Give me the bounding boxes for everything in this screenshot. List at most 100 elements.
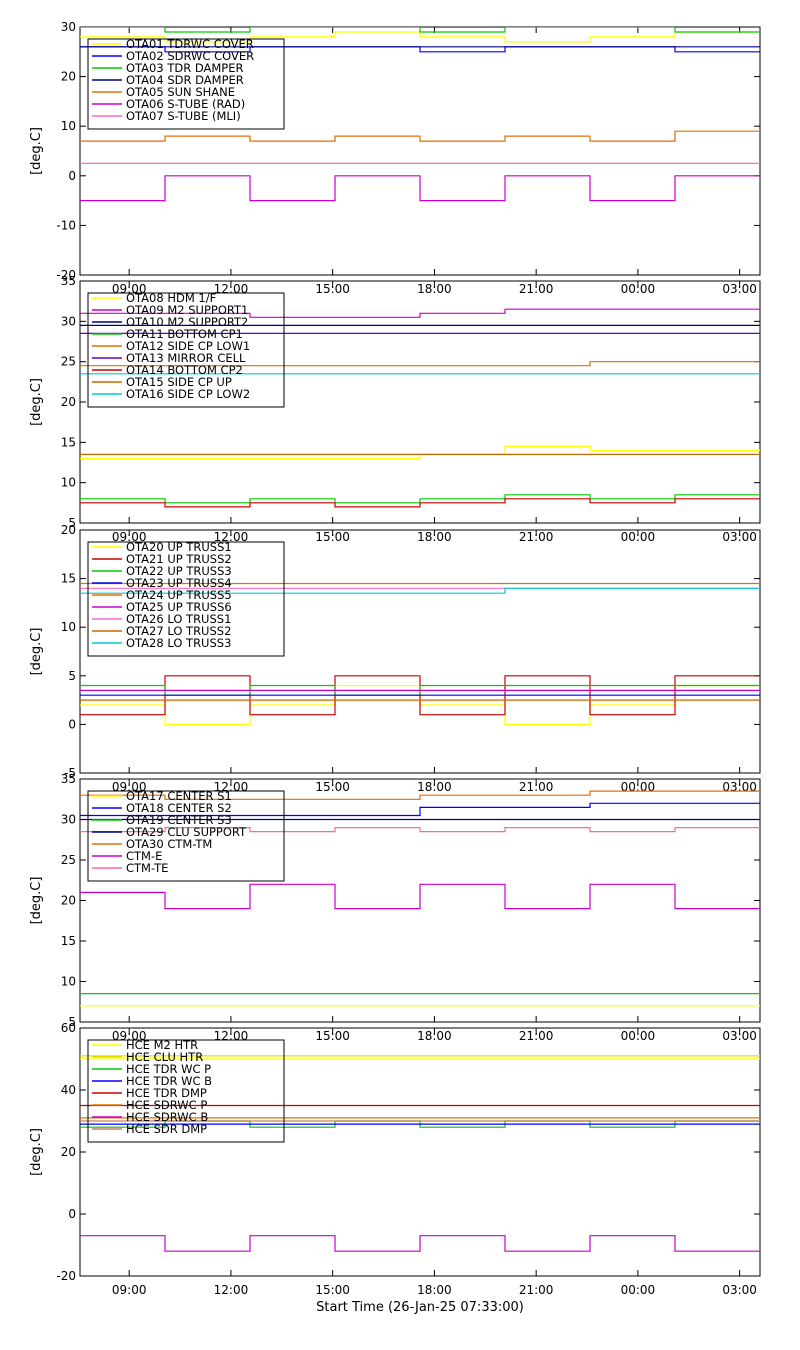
legend-entry: HCE M2 HTR xyxy=(126,1038,198,1052)
legend-entry: HCE SDR DMP xyxy=(126,1122,207,1136)
series-lines xyxy=(80,1055,760,1252)
legend-entry: OTA13 MIRROR CELL xyxy=(126,351,246,365)
legend-entry: HCE SDRWC B xyxy=(126,1110,208,1124)
legend-entry: OTA24 UP TRUSS5 xyxy=(126,588,232,602)
y-tick-label: 5 xyxy=(68,1015,76,1029)
legend-entry: OTA26 LO TRUSS1 xyxy=(126,612,231,626)
legend-entry: OTA16 SIDE CP LOW2 xyxy=(126,387,250,401)
series-line-1 xyxy=(80,445,760,460)
y-tick-label: 10 xyxy=(61,476,76,490)
legend-entry: OTA11 BOTTOM CP1 xyxy=(126,327,243,341)
series-line-6 xyxy=(80,175,760,202)
y-tick-label: 15 xyxy=(61,435,76,449)
series-line-9 xyxy=(80,587,760,594)
y-tick-label: 40 xyxy=(61,1083,76,1097)
x-tick-label: 21:00 xyxy=(519,282,554,296)
series-line-7 xyxy=(80,827,760,833)
legend-entry: OTA02 SDRWC COVER xyxy=(126,49,254,63)
legend-entry: OTA08 HDM 1/F xyxy=(126,291,216,305)
x-tick-label: 15:00 xyxy=(315,282,350,296)
y-tick-label: 30 xyxy=(61,20,76,34)
x-tick-label: 21:00 xyxy=(519,780,554,794)
x-tick-label: 00:00 xyxy=(621,530,656,544)
y-tick-label: 25 xyxy=(61,355,76,369)
y-tick-label: 20 xyxy=(61,894,76,908)
y-tick-label: 60 xyxy=(61,1021,76,1035)
y-tick-label: 10 xyxy=(61,975,76,989)
y-tick-label: 10 xyxy=(61,620,76,634)
series-line-3 xyxy=(80,27,760,33)
x-tick-label: 00:00 xyxy=(621,282,656,296)
y-tick-label: 35 xyxy=(61,772,76,786)
legend-entry: OTA06 S-TUBE (RAD) xyxy=(126,97,245,111)
y-tick-label: 10 xyxy=(61,119,76,133)
y-tick-label: 0 xyxy=(68,1207,76,1221)
x-tick-label: 21:00 xyxy=(519,1029,554,1043)
legend-entry: HCE CLU HTR xyxy=(126,1050,203,1064)
series-line-2 xyxy=(80,802,760,817)
y-tick-label: 5 xyxy=(68,516,76,530)
x-tick-label: 18:00 xyxy=(417,1029,452,1043)
x-tick-label: 21:00 xyxy=(519,530,554,544)
legend-entry: OTA29 CLU SUPPORT xyxy=(126,825,247,839)
x-axis-label: Start Time (26-Jan-25 07:33:00) xyxy=(316,1300,524,1315)
series-line-5 xyxy=(80,130,760,142)
y-tick-label: 15 xyxy=(61,572,76,586)
x-tick-label: 12:00 xyxy=(214,1283,249,1297)
panel-5: -20 0 20 40 60 09:00 12:00 15:00 18:00 21:00 00:00… xyxy=(29,1021,761,1297)
legend-entry: HCE TDR WC B xyxy=(126,1074,212,1088)
legend-box xyxy=(87,790,285,882)
legend-entry: OTA03 TDR DAMPER xyxy=(126,61,244,75)
legend-box xyxy=(87,1039,285,1143)
legend-entry: OTA07 S-TUBE (MLI) xyxy=(126,109,241,123)
y-axis-label: [deg.C] xyxy=(29,628,44,676)
x-tick-label: 15:00 xyxy=(315,780,350,794)
series-lines xyxy=(80,582,760,725)
y-tick-label: 5 xyxy=(68,669,76,683)
x-tick-label: 03:00 xyxy=(722,1283,757,1297)
series-line-7 xyxy=(80,1235,760,1252)
legend-entry: OTA23 UP TRUSS4 xyxy=(126,576,232,590)
legend-entry: HCE SDRWC P xyxy=(126,1098,207,1112)
y-tick-label: 0 xyxy=(68,717,76,731)
y-tick-label: 30 xyxy=(61,314,76,328)
series-line-5 xyxy=(80,361,760,367)
x-tick-label: 18:00 xyxy=(417,530,452,544)
y-tick-label: -20 xyxy=(56,1269,76,1283)
x-tick-label: 03:00 xyxy=(722,530,757,544)
legend-box xyxy=(87,292,285,408)
panel-2: 5 10 15 20 25 30 35 09:00 12:00 15:00 18:00 21:00 00… xyxy=(29,274,761,544)
y-tick-label: -10 xyxy=(56,218,76,232)
x-tick-label: 00:00 xyxy=(621,1029,656,1043)
y-tick-label: 15 xyxy=(61,934,76,948)
x-tick-label: 21:00 xyxy=(519,1283,554,1297)
legend-entry: OTA05 SUN SHANE xyxy=(126,85,235,99)
y-tick-label: 20 xyxy=(61,395,76,409)
y-axis-label: [deg.C] xyxy=(29,1128,44,1176)
legend-entry: OTA25 UP TRUSS6 xyxy=(126,600,232,614)
legend-entry: OTA30 CTM-TM xyxy=(126,837,212,851)
series-lines xyxy=(80,308,760,508)
x-tick-label: 15:00 xyxy=(315,1283,350,1297)
y-tick-label: -5 xyxy=(64,766,76,780)
legend-entry: OTA20 UP TRUSS1 xyxy=(126,540,232,554)
panel-3: -5 0 5 10 15 20 09:00 12:00 15:00 18:00 21:00 00:00… xyxy=(29,523,761,794)
y-tick-label: 20 xyxy=(61,1145,76,1159)
y-tick-label: 25 xyxy=(61,853,76,867)
x-tick-label: 18:00 xyxy=(417,780,452,794)
x-tick-label: 12:00 xyxy=(214,530,249,544)
series-line-5 xyxy=(80,790,760,800)
legend-entry: OTA27 LO TRUSS2 xyxy=(126,624,231,638)
legend-box xyxy=(87,38,285,130)
series-lines xyxy=(80,790,760,1007)
legend-entry: OTA14 BOTTOM CP2 xyxy=(126,363,243,377)
legend-entry: OTA28 LO TRUSS3 xyxy=(126,636,231,650)
legend-entry: OTA04 SDR DAMPER xyxy=(126,73,244,87)
